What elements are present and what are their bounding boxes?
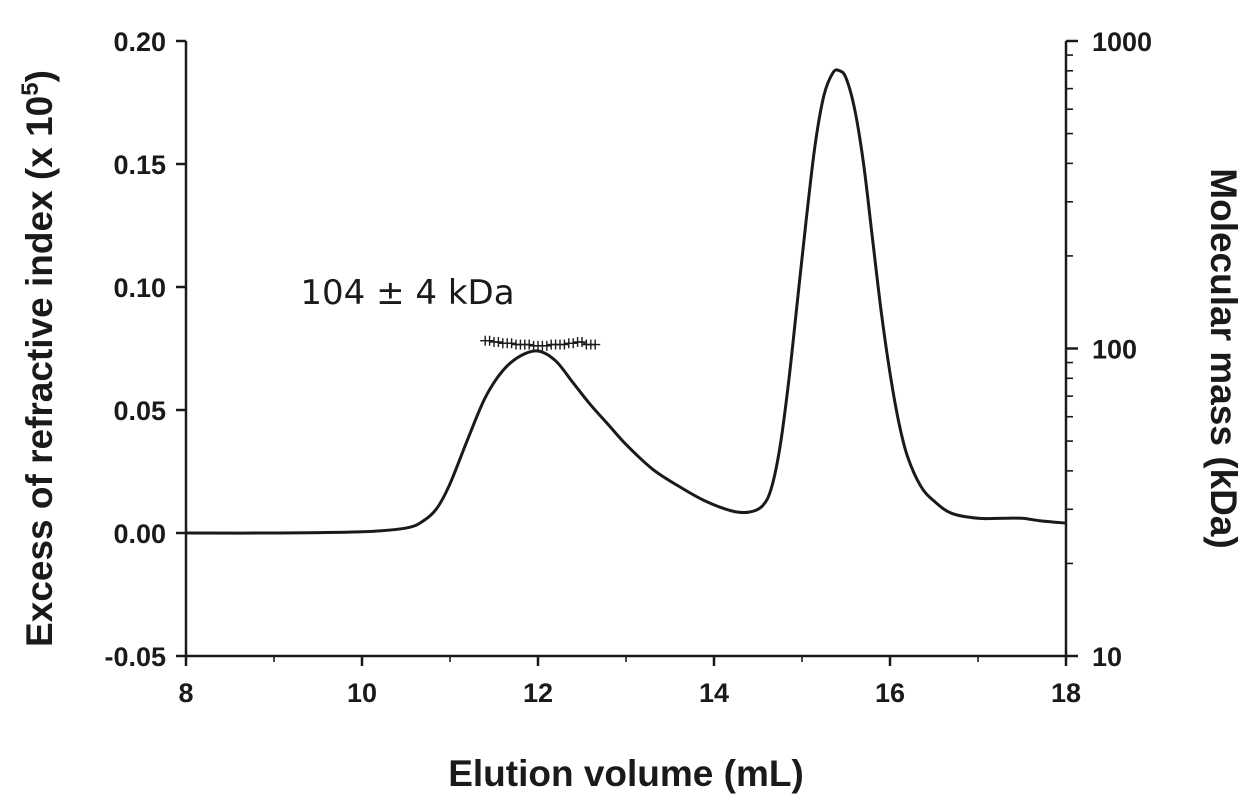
- mass-point: [493, 336, 504, 347]
- y-tick-label: 0.00: [113, 519, 166, 549]
- mass-point: [590, 339, 601, 350]
- y-axis-title-close: ): [19, 70, 60, 82]
- mass-point: [559, 339, 570, 350]
- y2-tick-label: 100: [1092, 335, 1137, 365]
- y-tick-label: 0.05: [113, 396, 166, 426]
- y-tick-label: 0.20: [113, 27, 166, 57]
- mass-point: [568, 338, 579, 349]
- mass-point: [484, 335, 495, 346]
- y-axis-title: Excess of refractive index (x 105): [17, 70, 60, 647]
- x-tick-label: 14: [699, 678, 729, 708]
- y-axis-title-superscript: 5: [17, 82, 44, 95]
- mass-point: [524, 339, 535, 350]
- y-tick-label: 0.10: [113, 273, 166, 303]
- chart-axes: [184, 41, 1068, 658]
- x-tick-label: 12: [523, 678, 553, 708]
- y-tick-label: 0.15: [113, 150, 166, 180]
- plot-area: [185, 68, 1067, 535]
- y2-tick-label: 1000: [1092, 27, 1152, 57]
- x-tick-label: 8: [178, 678, 193, 708]
- molecular-mass-annotation: 104 ± 4 kDa: [300, 273, 514, 313]
- x-axis-title: Elution volume (mL): [448, 753, 804, 794]
- x-tick-label: 16: [875, 678, 905, 708]
- y-tick-label: -0.05: [104, 642, 166, 672]
- x-tick-label: 10: [347, 678, 377, 708]
- x-tick-label: 18: [1051, 678, 1081, 708]
- mass-point: [541, 340, 552, 351]
- mass-point: [577, 336, 587, 347]
- y2-tick-label: 10: [1092, 642, 1122, 672]
- y-axis-title-main: Excess of refractive index (x 10: [19, 96, 60, 647]
- mass-point: [506, 338, 517, 349]
- chart-ticks: 8 10 12 14 16 18 -0.05 0.00 0.05 0.10 0.15 0.20 10 10…: [104, 27, 1152, 708]
- y2-axis-title: Molecular mass (kDa): [1203, 168, 1244, 548]
- refractive-index-line: [185, 68, 1067, 535]
